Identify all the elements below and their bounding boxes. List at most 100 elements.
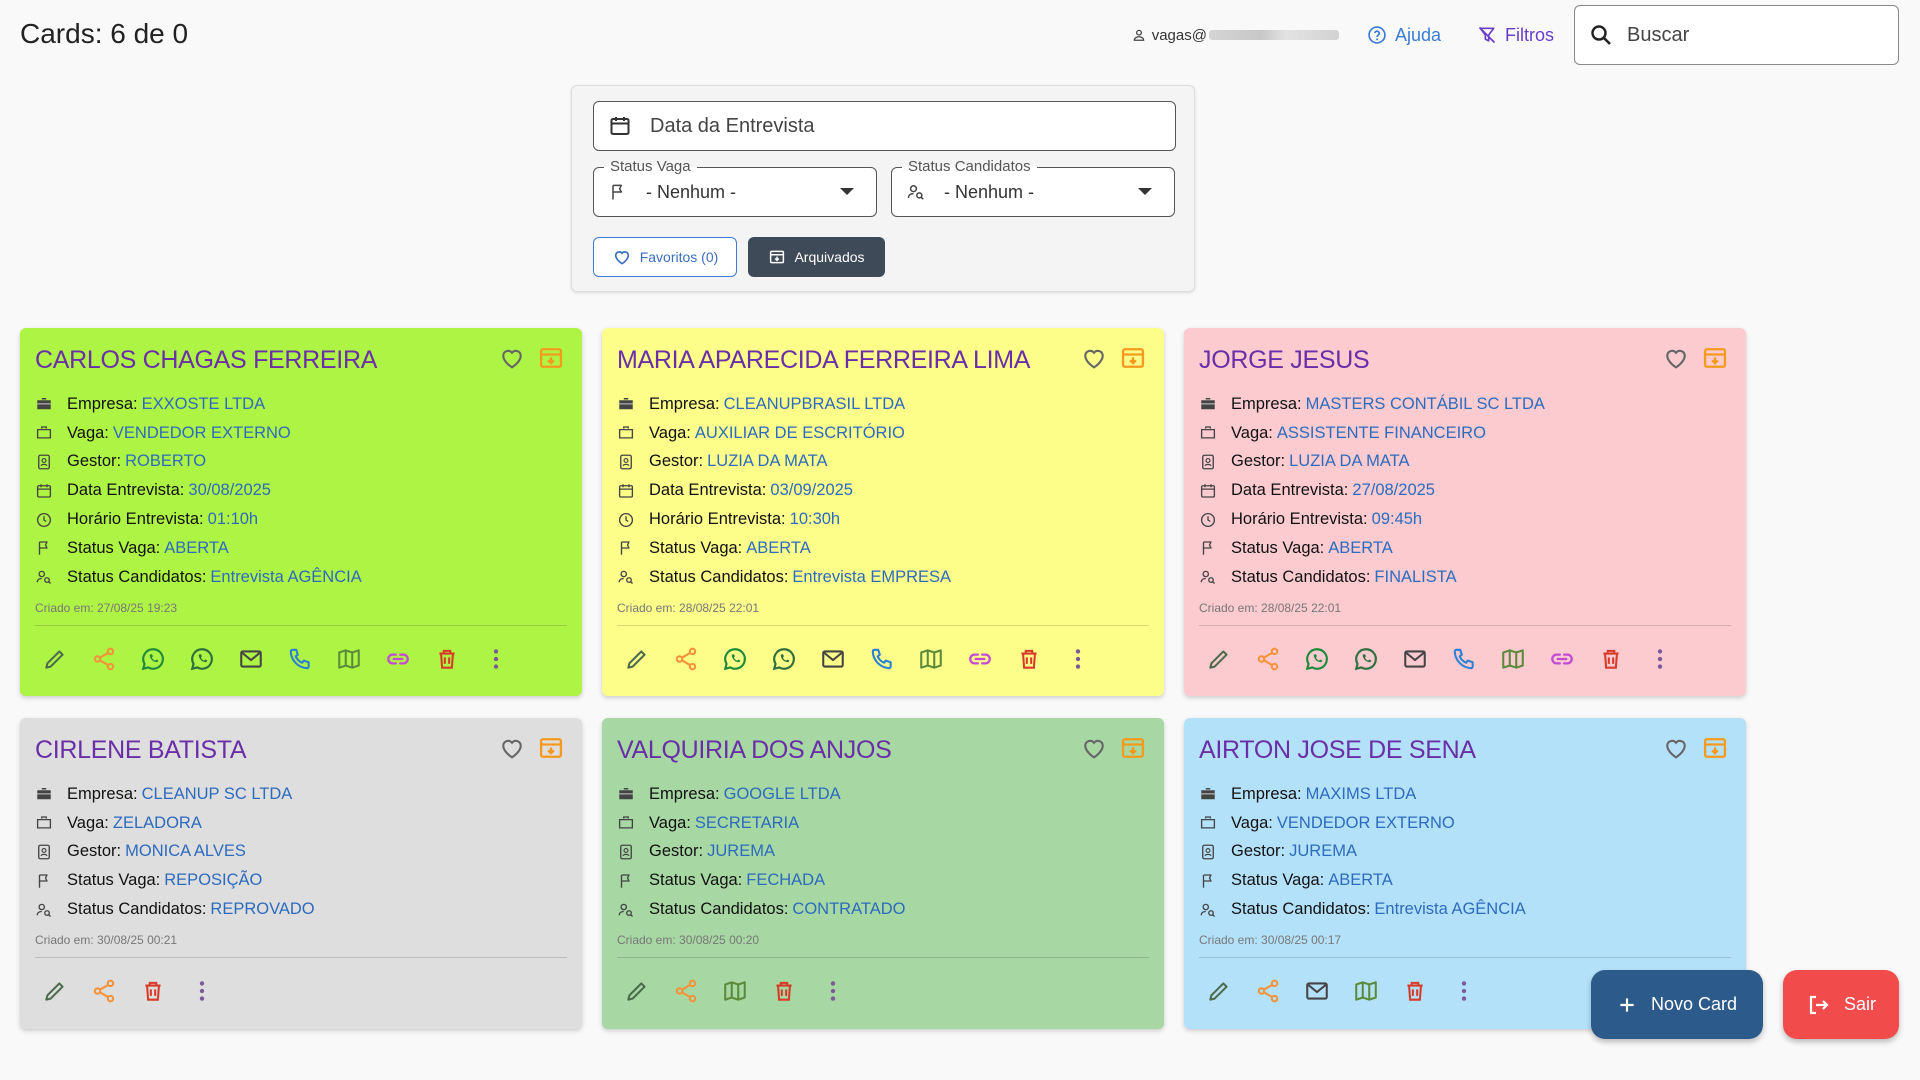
more-vert-button[interactable] — [1063, 644, 1093, 674]
phone-button[interactable] — [867, 644, 897, 674]
help-link[interactable]: Ajuda — [1367, 25, 1441, 46]
info-value: ROBERTO — [125, 452, 207, 471]
info-label: Vaga: — [67, 813, 109, 832]
archive-card-icon[interactable] — [1701, 344, 1729, 372]
info-gestor: Gestor: MONICA ALVES — [35, 838, 315, 867]
share-button[interactable] — [1253, 644, 1283, 674]
more-vert-button[interactable] — [1645, 644, 1675, 674]
share-button[interactable] — [89, 644, 119, 674]
delete-button[interactable] — [138, 976, 168, 1006]
edit-button[interactable] — [622, 976, 652, 1006]
info-label: Empresa: — [67, 784, 138, 803]
candidate-name: CARLOS CHAGAS FERREIRA — [35, 346, 378, 374]
favorites-button[interactable]: Favoritos (0) — [593, 237, 737, 277]
edit-button[interactable] — [40, 976, 70, 1006]
search-input[interactable] — [1627, 23, 1867, 47]
filter-panel: Data da Entrevista Status Vaga - Nenhum … — [571, 85, 1195, 292]
map-button[interactable] — [916, 644, 946, 674]
archive-card-icon[interactable] — [1119, 344, 1147, 372]
share-button[interactable] — [89, 976, 119, 1006]
info-horario-entrevista: Horário Entrevista: 01:10h — [35, 505, 362, 534]
map-button[interactable] — [1351, 976, 1381, 1006]
more-vert-button[interactable] — [481, 644, 511, 674]
more-vert-icon — [820, 978, 846, 1004]
info-value: ASSISTENTE FINANCEIRO — [1276, 423, 1486, 442]
whatsapp-business-button[interactable] — [1351, 644, 1381, 674]
share-button[interactable] — [1253, 976, 1283, 1006]
edit-button[interactable] — [622, 644, 652, 674]
whatsapp-business-button[interactable] — [769, 644, 799, 674]
info-data-entrevista: Data Entrevista: 30/08/2025 — [35, 476, 362, 505]
candidate-card[interactable]: AIRTON JOSE DE SENA Empresa: MAXIMS LTDA Va… — [1184, 718, 1746, 1029]
favorite-heart-icon[interactable] — [1662, 344, 1690, 372]
mail-button[interactable] — [236, 644, 266, 674]
share-button[interactable] — [671, 976, 701, 1006]
more-vert-icon — [1065, 646, 1091, 672]
favorite-heart-icon[interactable] — [1662, 734, 1690, 762]
help-label: Ajuda — [1394, 24, 1441, 45]
favorite-heart-icon[interactable] — [1080, 734, 1108, 762]
more-vert-button[interactable] — [187, 976, 217, 1006]
phone-button[interactable] — [1449, 644, 1479, 674]
user-search-icon — [617, 901, 635, 919]
info-value: ABERTA — [1328, 871, 1393, 890]
delete-button[interactable] — [769, 976, 799, 1006]
archived-button[interactable]: Arquivados — [748, 237, 885, 277]
status-candidatos-select[interactable]: Status Candidatos - Nenhum - — [891, 158, 1175, 217]
archive-card-icon[interactable] — [1701, 734, 1729, 762]
link-button[interactable] — [965, 644, 995, 674]
map-button[interactable] — [1498, 644, 1528, 674]
mail-button[interactable] — [1400, 644, 1430, 674]
info-value: CLEANUPBRASIL LTDA — [723, 394, 906, 413]
interview-date-field[interactable]: Data da Entrevista — [593, 101, 1176, 151]
info-vaga: Vaga: VENDEDOR EXTERNO — [1199, 809, 1526, 838]
candidate-card[interactable]: CIRLENE BATISTA Empresa: CLEANUP SC LTDA Va… — [20, 718, 582, 1029]
favorite-heart-icon[interactable] — [1080, 344, 1108, 372]
phone-button[interactable] — [285, 644, 315, 674]
mail-button[interactable] — [818, 644, 848, 674]
new-card-button[interactable]: Novo Card — [1591, 970, 1763, 1039]
created-at: Criado em: 28/08/25 22:01 — [617, 600, 760, 615]
whatsapp-button[interactable] — [720, 644, 750, 674]
edit-button[interactable] — [1204, 976, 1234, 1006]
archive-card-icon[interactable] — [1119, 734, 1147, 762]
map-button[interactable] — [334, 644, 364, 674]
search-box[interactable] — [1574, 5, 1899, 65]
more-vert-button[interactable] — [1449, 976, 1479, 1006]
delete-icon — [1402, 978, 1428, 1004]
briefcase-icon — [35, 395, 53, 413]
share-icon — [673, 646, 699, 672]
status-vaga-select[interactable]: Status Vaga - Nenhum - — [593, 158, 877, 217]
candidate-card[interactable]: JORGE JESUS Empresa: MASTERS CONTÁBIL SC L… — [1184, 328, 1746, 696]
map-button[interactable] — [720, 976, 750, 1006]
info-label: Vaga: — [1231, 813, 1273, 832]
filters-toggle[interactable]: Filtros — [1477, 25, 1554, 46]
favorite-heart-icon[interactable] — [498, 734, 526, 762]
whatsapp-button[interactable] — [138, 644, 168, 674]
info-label: Status Vaga: — [67, 871, 161, 890]
delete-button[interactable] — [1014, 644, 1044, 674]
whatsapp-button[interactable] — [1302, 644, 1332, 674]
more-vert-button[interactable] — [818, 976, 848, 1006]
info-label: Horário Entrevista: — [1231, 510, 1368, 529]
share-button[interactable] — [671, 644, 701, 674]
archive-card-icon[interactable] — [537, 734, 565, 762]
candidate-card[interactable]: CARLOS CHAGAS FERREIRA Empresa: EXXOSTE LT… — [20, 328, 582, 696]
more-vert-icon — [483, 646, 509, 672]
info-vaga: Vaga: SECRETARIA — [617, 809, 905, 838]
whatsapp-business-button[interactable] — [187, 644, 217, 674]
delete-button[interactable] — [432, 644, 462, 674]
archive-card-icon[interactable] — [537, 344, 565, 372]
candidate-card[interactable]: MARIA APARECIDA FERREIRA LIMA Empresa: CLE… — [602, 328, 1164, 696]
edit-button[interactable] — [1204, 644, 1234, 674]
exit-button[interactable]: Sair — [1783, 970, 1899, 1039]
link-button[interactable] — [1547, 644, 1577, 674]
delete-button[interactable] — [1596, 644, 1626, 674]
delete-button[interactable] — [1400, 976, 1430, 1006]
mail-button[interactable] — [1302, 976, 1332, 1006]
edit-button[interactable] — [40, 644, 70, 674]
link-button[interactable] — [383, 644, 413, 674]
candidate-card[interactable]: VALQUIRIA DOS ANJOS Empresa: GOOGLE LTDA Va… — [602, 718, 1164, 1029]
favorite-heart-icon[interactable] — [498, 344, 526, 372]
info-status-candidatos: Status Candidatos: REPROVADO — [35, 895, 315, 924]
